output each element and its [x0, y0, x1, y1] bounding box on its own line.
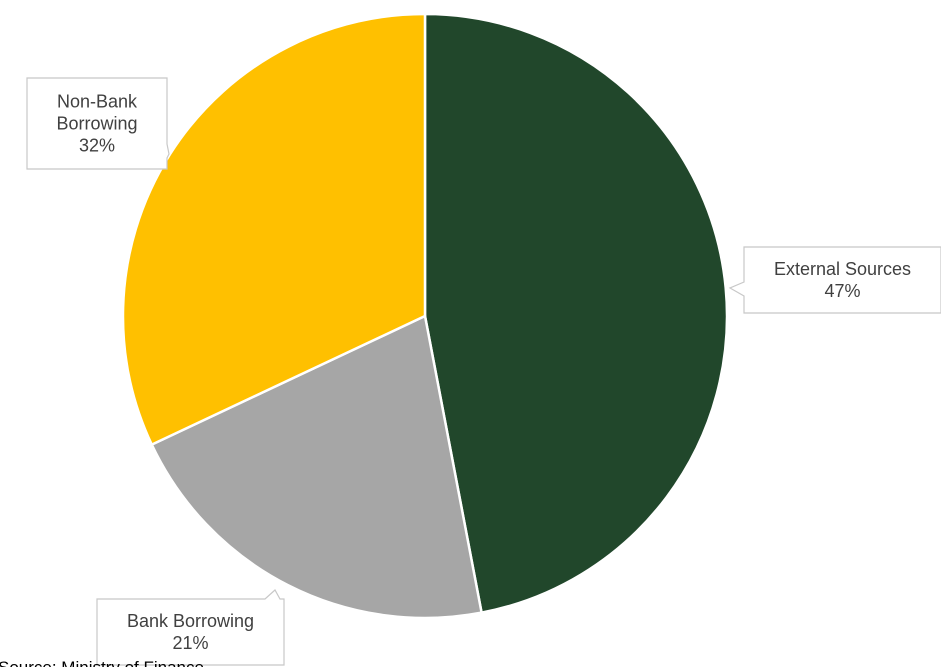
slice-percent-label: 47%	[824, 281, 860, 301]
pie-slice-external-sources	[423, 12, 729, 615]
pie-slices	[121, 12, 729, 620]
slice-category-label: Non-Bank	[57, 92, 138, 112]
pie-slice-non-bank-borrowing	[121, 12, 427, 447]
slice-percent-label: 21%	[172, 633, 208, 653]
slice-category-label: Borrowing	[56, 114, 137, 134]
slice-category-label: Bank Borrowing	[127, 611, 254, 631]
source-note: Source: Ministry of Finance	[0, 658, 204, 667]
callout-box	[96, 589, 285, 666]
slice-percent-label: 32%	[79, 136, 115, 156]
callout-box	[26, 77, 170, 170]
slice-category-label: External Sources	[774, 259, 911, 279]
pie-slice-bank-borrowing	[150, 314, 484, 620]
callout-box	[728, 246, 941, 314]
